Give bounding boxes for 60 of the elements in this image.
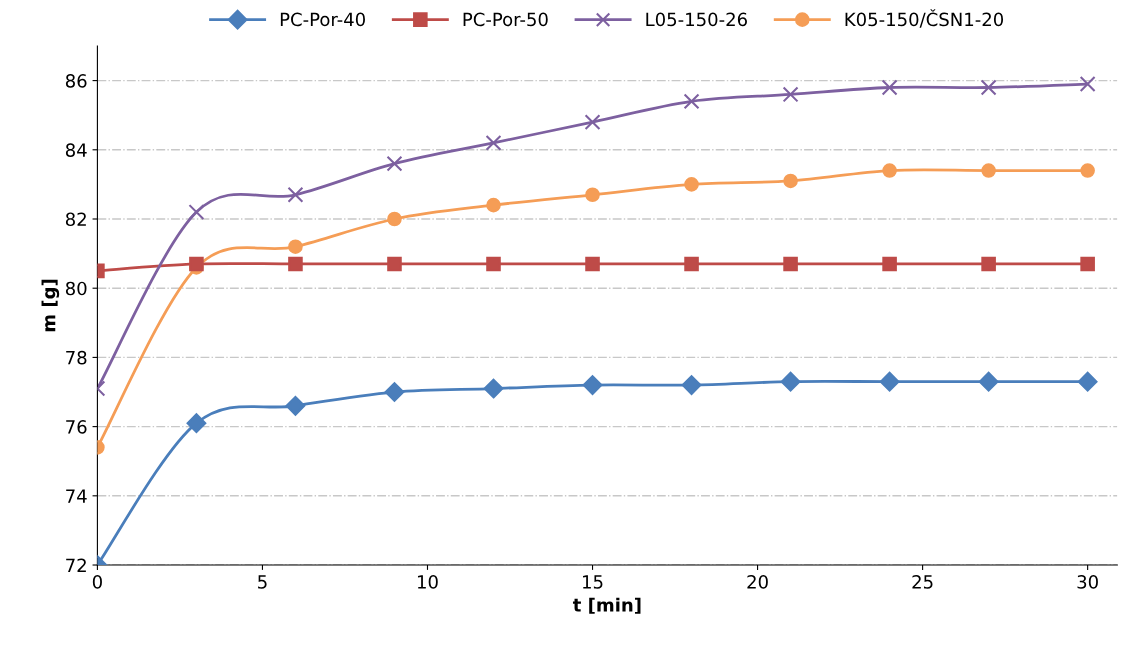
point (882, 163, 897, 178)
x-axis-title: t [min] (572, 597, 641, 614)
x-tick-label: 15 (583, 575, 603, 589)
point (189, 256, 204, 272)
point (585, 187, 600, 203)
point (188, 204, 205, 221)
y-axis-title: m [g] (41, 279, 60, 332)
x-tick-label: 5 (258, 575, 267, 589)
point (483, 378, 504, 399)
point (882, 256, 897, 272)
point (582, 375, 603, 395)
point (1080, 256, 1095, 272)
point (288, 239, 303, 254)
point (981, 256, 996, 272)
x-tick-label: 0 (92, 575, 102, 589)
point (287, 186, 304, 203)
point (780, 371, 801, 392)
point (486, 197, 501, 213)
x-tick-label: 25 (912, 575, 933, 589)
y-tick-label: 80 (65, 281, 87, 296)
legend-label: L05-150-26 (646, 12, 747, 27)
point (387, 211, 402, 227)
point (288, 256, 303, 272)
y-tick-label: 86 (65, 74, 87, 88)
x-tick-label: 30 (1077, 575, 1098, 589)
y-tick-label: 78 (66, 350, 87, 365)
point (386, 155, 403, 172)
point (186, 413, 207, 434)
y-tick-label: 84 (65, 143, 87, 157)
point (384, 382, 405, 402)
point (584, 114, 601, 131)
point (683, 93, 700, 110)
x-tick-label: 10 (417, 575, 438, 589)
legend-label: PC-Por-40 (280, 12, 365, 27)
point (681, 375, 702, 395)
y-tick-label: 74 (66, 489, 87, 503)
legend-label: PC-Por-50 (463, 12, 548, 27)
point (684, 177, 699, 192)
point (978, 371, 999, 392)
point (387, 256, 402, 272)
y-tick-label: 76 (66, 420, 87, 434)
point (1080, 163, 1095, 178)
x-tick-label: 20 (747, 575, 768, 589)
point (585, 256, 600, 272)
legend-label: K05-150/ČSN1-20 (845, 9, 1004, 28)
point (783, 256, 798, 272)
point (881, 79, 898, 96)
point (782, 86, 799, 103)
point (879, 371, 900, 392)
point (684, 256, 699, 272)
point (486, 256, 501, 272)
point (1077, 371, 1098, 392)
point (783, 173, 798, 189)
point (485, 134, 502, 151)
y-tick-label: 82 (65, 212, 86, 227)
point (285, 395, 306, 416)
point (980, 79, 997, 96)
point (1079, 76, 1096, 93)
point (981, 163, 996, 178)
y-tick-label: 72 (66, 558, 86, 572)
